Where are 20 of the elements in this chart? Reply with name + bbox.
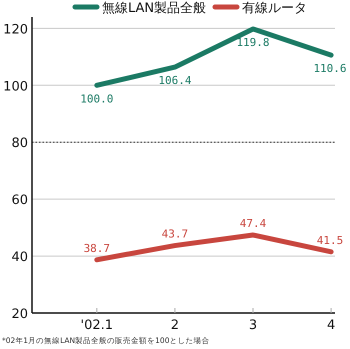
legend-label: 無線LAN製品全般	[102, 1, 206, 16]
y-tick-label: 20	[11, 307, 28, 322]
data-label: 100.0	[80, 92, 114, 106]
data-label: 110.6	[313, 62, 347, 76]
data-label: 43.7	[162, 228, 188, 241]
y-tick-label: 80	[11, 136, 28, 152]
x-tick-label: 2	[170, 318, 180, 333]
legend-label: 有線ルータ	[242, 1, 307, 16]
y-tick-label: 100	[3, 79, 28, 94]
y-tick-label: 60	[11, 193, 28, 208]
x-tick-label: 4	[326, 318, 336, 333]
x-tick-label: '02.1	[80, 318, 114, 333]
y-tick-label: 40	[11, 250, 28, 266]
data-label: 41.5	[316, 234, 344, 247]
data-label: 106.4	[158, 74, 192, 88]
data-label: 47.4	[240, 217, 267, 230]
data-label: 119.8	[236, 36, 270, 49]
y-tick-label: 120	[3, 22, 28, 38]
x-tick-label: 3	[248, 318, 258, 333]
data-label: 38.7	[84, 242, 110, 255]
